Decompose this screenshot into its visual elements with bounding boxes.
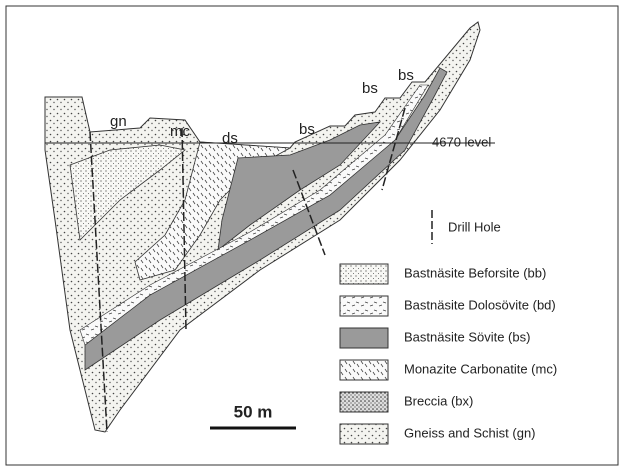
section-label: bs	[362, 80, 378, 97]
drill-holes	[89, 107, 406, 433]
legend-label: Bastnäsite Sövite (bs)	[404, 329, 530, 344]
legend-label: Bastnäsite Dolosövite (bd)	[404, 297, 556, 312]
section-label: ds	[222, 130, 238, 147]
scale-label: 50 m	[234, 402, 273, 421]
legend-swatch	[339, 391, 389, 413]
level-label: 4670 level	[432, 134, 491, 149]
legend-swatch	[339, 263, 389, 285]
section-label: mc	[170, 123, 190, 140]
cross-section	[44, 21, 495, 433]
legend-swatch	[339, 327, 389, 349]
section-label: bs	[398, 67, 414, 84]
legend-swatch	[339, 423, 389, 445]
section-label: bs	[299, 121, 315, 138]
legend-label: Bastnäsite Beforsite (bb)	[404, 265, 546, 280]
legend-label: Gneiss and Schist (gn)	[404, 425, 536, 440]
legend: Bastnäsite Beforsite (bb) Bastnäsite Dol…	[339, 263, 557, 445]
drill-hole-label: Drill Hole	[448, 219, 501, 234]
dolosovite-band	[79, 84, 429, 346]
beforsite-zone	[69, 144, 186, 241]
legend-swatch	[339, 295, 389, 317]
legend-swatch	[339, 359, 389, 381]
section-label: gn	[110, 113, 127, 130]
legend-label: Breccia (bx)	[404, 393, 473, 408]
legend-label: Monazite Carbonatite (mc)	[404, 361, 557, 376]
